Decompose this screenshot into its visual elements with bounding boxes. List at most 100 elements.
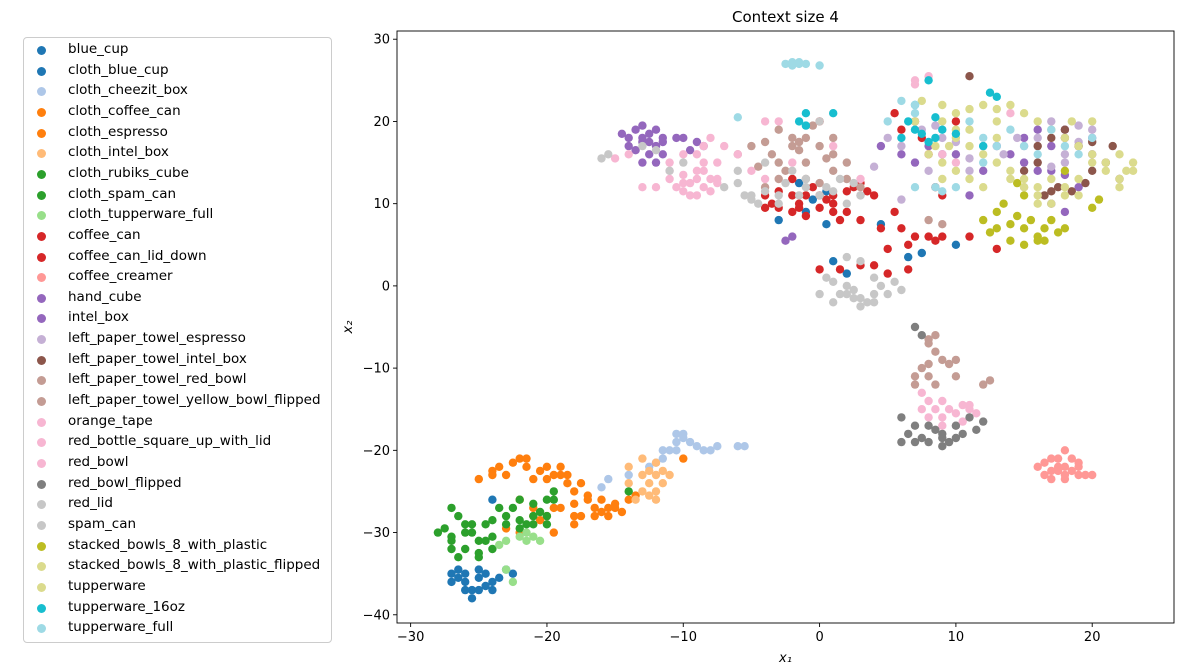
data-point-cloth-spam-can xyxy=(447,544,456,554)
data-point-coffee-can-lid-down xyxy=(801,211,811,221)
legend-label: left_paper_towel_red_bowl xyxy=(68,371,247,388)
data-point-cloth-cheezit-box xyxy=(699,446,708,455)
legend-marker xyxy=(37,479,46,489)
data-point-left-paper-towel-intel-box xyxy=(1047,187,1056,196)
legend-label: coffee_can xyxy=(68,226,141,243)
y-tick-label: −10 xyxy=(363,362,390,377)
legend-marker xyxy=(37,252,46,262)
data-point-intel-box xyxy=(1019,133,1029,143)
data-point-stacked-bowls-8-with-plastic xyxy=(1053,228,1063,237)
data-point-cloth-rubiks-cube xyxy=(508,503,518,513)
data-point-coffee-creamer xyxy=(1060,446,1070,455)
data-point-spam-can xyxy=(869,273,879,282)
data-point-tupperware-full xyxy=(1047,125,1056,134)
data-point-hand-cube xyxy=(638,158,647,167)
data-point-coffee-can xyxy=(910,232,920,241)
data-point-cloth-spam-can xyxy=(481,536,490,545)
legend-item: red_lid xyxy=(24,494,329,514)
data-point-coffee-can xyxy=(788,191,797,200)
data-point-intel-box xyxy=(910,158,920,167)
data-point-tupperware-full xyxy=(733,113,742,122)
legend-item: cloth_spam_can xyxy=(24,185,329,205)
data-point-orange-tape xyxy=(679,170,688,180)
data-point-left-paper-towel-yellow-bowl-flipped xyxy=(842,158,851,167)
data-point-cloth-rubiks-cube xyxy=(535,507,545,517)
data-point-red-bowl-flipped xyxy=(951,433,961,443)
data-point-orange-tape xyxy=(1006,109,1015,118)
data-point-left-paper-towel-espresso xyxy=(1074,121,1083,130)
data-point-left-paper-towel-yellow-bowl-flipped xyxy=(774,174,783,184)
legend-item: red_bowl_flipped xyxy=(24,474,329,494)
legend-item: tupperware xyxy=(24,577,329,597)
data-point-coffee-can-lid-down xyxy=(863,187,872,196)
legend-marker xyxy=(37,107,46,117)
data-point-cloth-blue-cup xyxy=(488,577,497,587)
data-point-tupperware-16oz xyxy=(917,129,926,138)
data-point-intel-box xyxy=(979,166,988,175)
data-point-cloth-intel-box xyxy=(645,479,654,488)
legend-item: cloth_espresso xyxy=(24,123,329,143)
data-point-stacked-bowls-8-with-plastic xyxy=(1040,224,1049,233)
data-point-tupperware xyxy=(931,141,940,151)
data-point-blue-cup xyxy=(461,577,470,587)
data-point-stacked-bowls-8-with-plastic xyxy=(992,224,1001,233)
data-point-cloth-rubiks-cube xyxy=(488,516,497,525)
data-point-tupperware-16oz xyxy=(910,125,920,134)
data-point-intel-box xyxy=(1006,150,1015,159)
data-point-stacked-bowls-8-with-plastic xyxy=(1006,236,1015,245)
data-point-coffee-creamer xyxy=(1053,466,1063,476)
data-point-tupperware-16oz xyxy=(951,129,961,138)
data-point-spam-can xyxy=(822,183,831,192)
data-point-red-bottle-square-up-with-lid xyxy=(638,183,647,192)
data-point-cloth-rubiks-cube xyxy=(447,503,456,513)
data-point-stacked-bowls-8-with-plastic xyxy=(1013,178,1022,188)
data-point-orange-tape xyxy=(706,174,715,184)
data-point-orange-tape xyxy=(760,174,770,184)
legend-marker xyxy=(37,314,46,324)
legend-label: cloth_blue_cup xyxy=(68,61,169,78)
data-point-cloth-blue-cup xyxy=(822,220,831,229)
data-point-red-bottle-square-up-with-lid xyxy=(699,166,708,175)
data-point-tupperware xyxy=(1047,199,1056,208)
data-point-tupperware xyxy=(1074,174,1083,184)
legend-label: red_bottle_square_up_with_lid xyxy=(68,433,272,450)
data-point-cloth-coffee-can xyxy=(542,462,552,471)
data-point-red-bowl xyxy=(938,421,947,430)
data-point-cloth-espresso xyxy=(583,495,592,504)
data-point-cloth-intel-box xyxy=(624,479,633,488)
data-point-left-paper-towel-red-bowl xyxy=(801,133,811,143)
data-point-red-lid xyxy=(638,141,647,151)
data-point-cloth-intel-box xyxy=(651,495,661,504)
legend-item: orange_tape xyxy=(24,412,329,432)
legend-item: cloth_cheezit_box xyxy=(24,81,329,101)
data-point-left-paper-towel-intel-box xyxy=(1033,158,1042,167)
data-point-stacked-bowls-8-with-plastic xyxy=(1060,166,1070,175)
legend-label: cloth_spam_can xyxy=(68,185,177,202)
data-point-red-bowl-flipped xyxy=(910,437,920,447)
data-point-cloth-espresso xyxy=(576,479,586,488)
data-point-cloth-rubiks-cube xyxy=(495,503,504,513)
data-point-coffee-can xyxy=(931,236,940,245)
data-point-tupperware-16oz xyxy=(992,92,1001,102)
data-point-cloth-tupperware-full xyxy=(508,577,518,587)
data-point-left-paper-towel-espresso xyxy=(1088,125,1097,134)
data-point-stacked-bowls-8-with-plastic-flipped xyxy=(1088,150,1097,159)
data-point-cloth-espresso xyxy=(495,462,504,471)
legend-label: coffee_creamer xyxy=(68,268,173,285)
data-point-cloth-coffee-can xyxy=(501,470,511,480)
data-point-left-paper-towel-red-bowl xyxy=(815,141,824,151)
data-point-red-bottle-square-up-with-lid xyxy=(679,187,688,196)
data-point-cloth-intel-box xyxy=(638,470,647,480)
data-point-tupperware xyxy=(1060,191,1070,200)
data-point-cloth-intel-box xyxy=(665,470,674,480)
legend-marker xyxy=(37,459,46,468)
data-point-red-bottle-square-up-with-lid xyxy=(692,150,702,159)
data-point-tupperware-16oz xyxy=(931,133,940,143)
data-point-stacked-bowls-8-with-plastic xyxy=(999,199,1008,208)
data-point-cloth-cheezit-box xyxy=(692,442,702,451)
x-tick-label: −30 xyxy=(397,630,424,645)
data-point-red-lid xyxy=(829,298,838,307)
data-point-tupperware-16oz xyxy=(979,141,988,151)
data-point-intel-box xyxy=(638,133,647,143)
data-point-left-paper-towel-yellow-bowl-flipped xyxy=(808,121,817,130)
